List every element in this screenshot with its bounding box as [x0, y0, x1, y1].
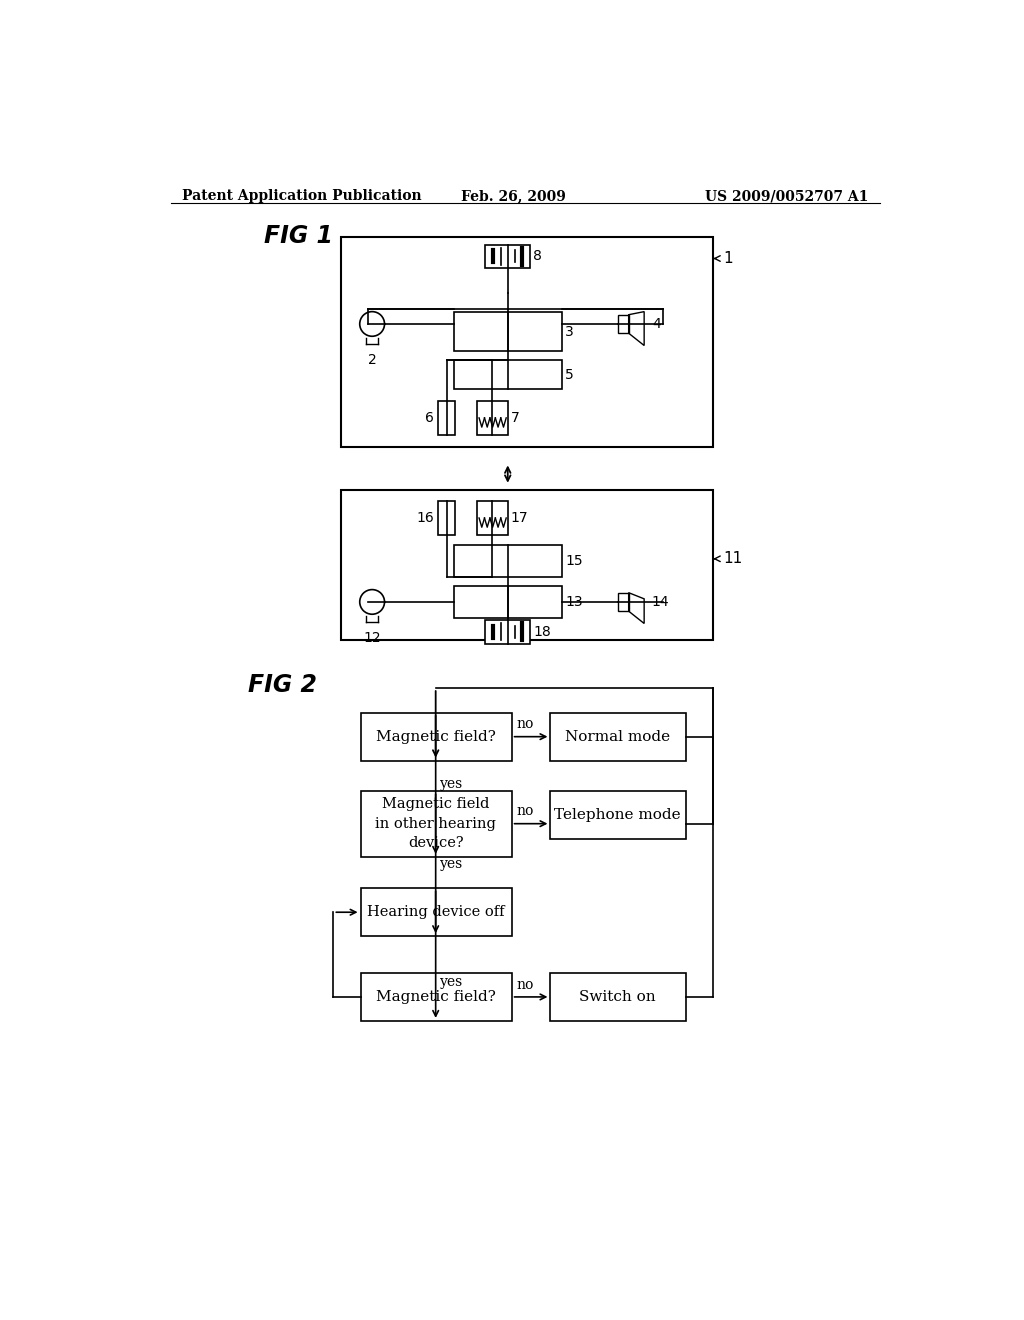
- Text: 16: 16: [417, 511, 434, 525]
- Text: 1: 1: [723, 251, 733, 267]
- Text: Hearing device off: Hearing device off: [367, 906, 505, 919]
- Text: Normal mode: Normal mode: [565, 730, 671, 743]
- FancyBboxPatch shape: [550, 973, 686, 1020]
- FancyBboxPatch shape: [360, 888, 512, 936]
- Text: 8: 8: [534, 249, 542, 263]
- Text: no: no: [516, 717, 534, 731]
- FancyBboxPatch shape: [438, 401, 455, 434]
- FancyBboxPatch shape: [550, 713, 686, 760]
- Text: yes: yes: [440, 777, 464, 792]
- FancyBboxPatch shape: [454, 313, 562, 351]
- FancyBboxPatch shape: [485, 620, 530, 644]
- Text: yes: yes: [440, 975, 464, 989]
- FancyBboxPatch shape: [438, 502, 455, 535]
- Text: Magnetic field
in other hearing
device?: Magnetic field in other hearing device?: [375, 797, 496, 850]
- Text: 11: 11: [723, 552, 742, 566]
- FancyBboxPatch shape: [617, 314, 629, 333]
- Text: FIG 2: FIG 2: [248, 673, 317, 697]
- Text: 15: 15: [565, 554, 583, 568]
- Text: 17: 17: [511, 511, 528, 525]
- FancyBboxPatch shape: [360, 792, 512, 857]
- FancyBboxPatch shape: [454, 586, 562, 618]
- Text: 6: 6: [425, 411, 434, 425]
- FancyBboxPatch shape: [360, 713, 512, 760]
- Text: 4: 4: [652, 317, 660, 331]
- Text: no: no: [516, 978, 534, 991]
- Text: Magnetic field?: Magnetic field?: [376, 990, 496, 1005]
- Text: no: no: [516, 804, 534, 818]
- FancyBboxPatch shape: [477, 401, 508, 434]
- FancyBboxPatch shape: [617, 593, 629, 611]
- Text: US 2009/0052707 A1: US 2009/0052707 A1: [705, 189, 868, 203]
- Text: Switch on: Switch on: [580, 990, 656, 1005]
- Text: 14: 14: [652, 595, 670, 609]
- Text: 12: 12: [364, 631, 381, 645]
- FancyBboxPatch shape: [477, 502, 508, 535]
- Text: FIG 1: FIG 1: [263, 224, 333, 248]
- Text: yes: yes: [440, 857, 464, 871]
- Text: Telephone mode: Telephone mode: [554, 808, 681, 822]
- FancyBboxPatch shape: [360, 973, 512, 1020]
- Text: 5: 5: [565, 368, 573, 381]
- Text: Patent Application Publication: Patent Application Publication: [182, 189, 422, 203]
- Text: 2: 2: [368, 354, 377, 367]
- FancyBboxPatch shape: [454, 360, 562, 389]
- Text: 13: 13: [565, 595, 583, 609]
- FancyBboxPatch shape: [341, 490, 713, 640]
- Text: 18: 18: [534, 624, 551, 639]
- Text: 7: 7: [511, 411, 519, 425]
- Text: 3: 3: [565, 325, 573, 339]
- FancyBboxPatch shape: [485, 244, 530, 268]
- FancyBboxPatch shape: [550, 792, 686, 840]
- Text: Magnetic field?: Magnetic field?: [376, 730, 496, 743]
- FancyBboxPatch shape: [341, 238, 713, 447]
- Text: Feb. 26, 2009: Feb. 26, 2009: [461, 189, 566, 203]
- FancyBboxPatch shape: [454, 545, 562, 577]
